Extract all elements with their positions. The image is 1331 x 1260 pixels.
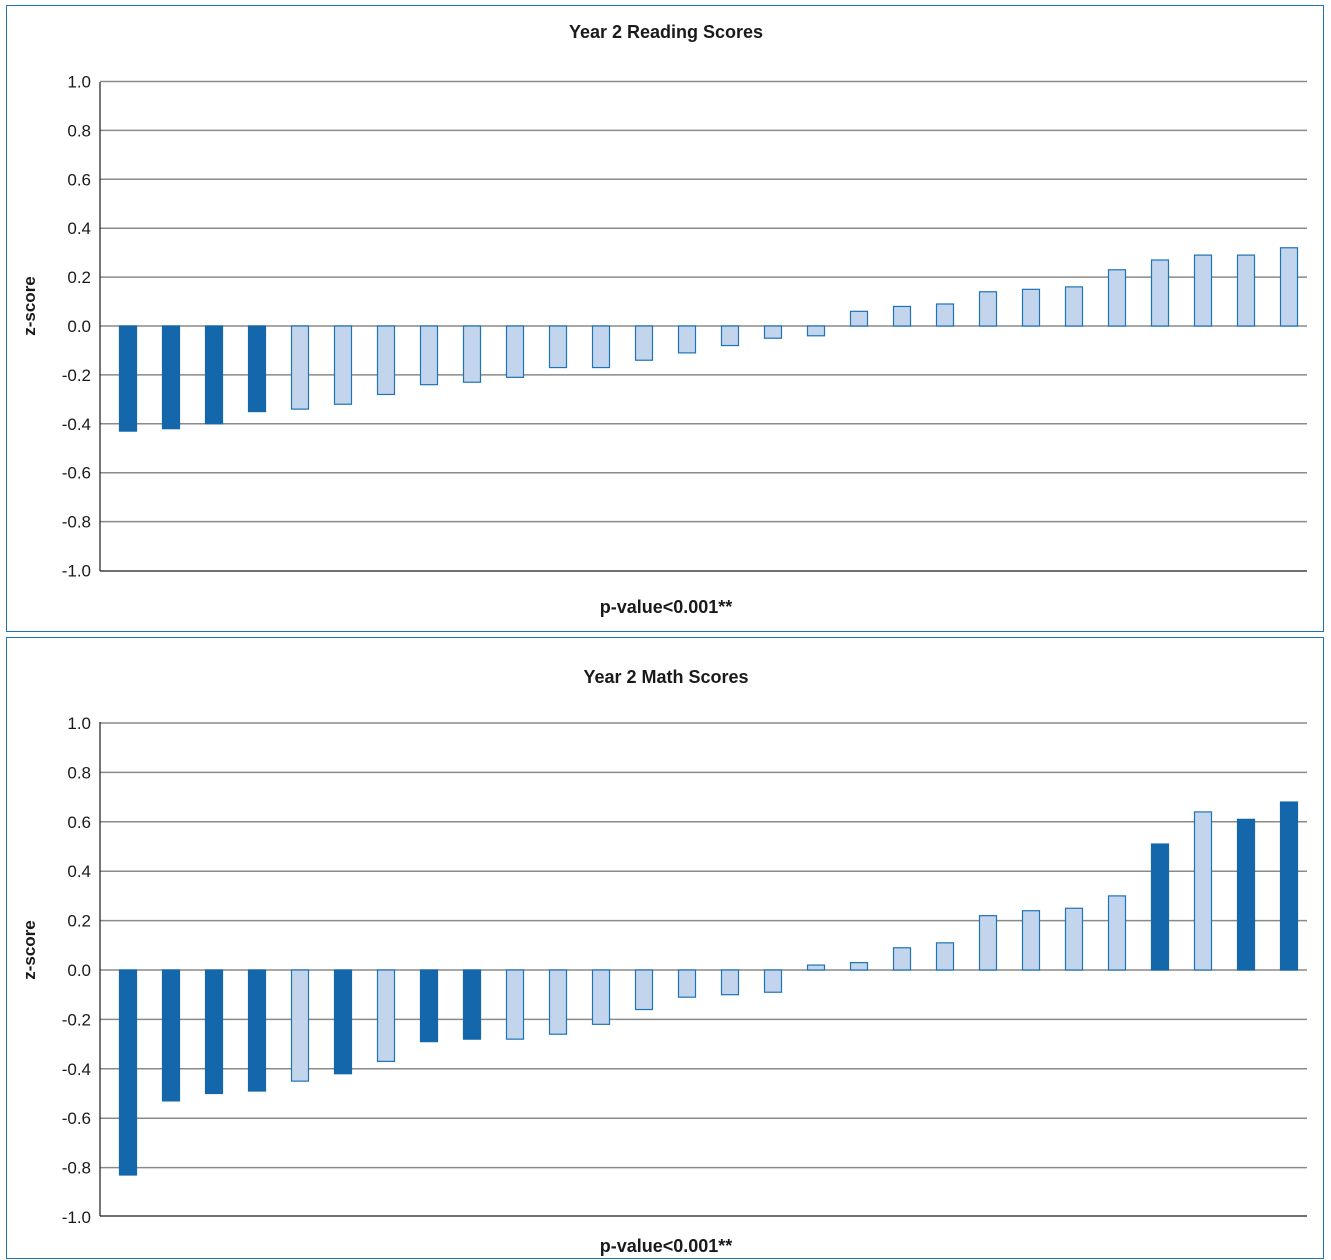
bar: [118, 325, 138, 432]
y-tick-label: 0.6: [67, 170, 91, 189]
bar: [806, 325, 826, 337]
y-tick-label: -0.6: [62, 464, 91, 483]
bar: [376, 969, 396, 1062]
bar: [247, 325, 267, 413]
bar: [1279, 247, 1299, 327]
bar: [462, 969, 482, 1040]
bar: [677, 969, 697, 998]
bar: [1236, 254, 1256, 327]
math-chart-panel: Year 2 Math Scores z-score p-value<0.001…: [6, 637, 1324, 1259]
y-tick-label: 0.2: [67, 912, 91, 931]
y-tick-label: -0.8: [62, 513, 91, 532]
x-axis-label: p-value<0.001**: [600, 597, 733, 617]
bar: [462, 325, 482, 383]
y-tick-label: -0.4: [62, 1060, 91, 1079]
axes: [99, 82, 1307, 572]
y-tick-label: 0.4: [67, 219, 91, 238]
y-tick-label: 0.8: [67, 763, 91, 782]
bar: [247, 969, 267, 1092]
bar: [806, 964, 826, 971]
y-tick-label: 0.8: [67, 121, 91, 140]
math-chart: Year 2 Math Scores z-score p-value<0.001…: [20, 667, 1307, 1256]
bar: [1279, 801, 1299, 971]
bar: [333, 969, 353, 1075]
bar: [161, 969, 181, 1102]
bar: [1193, 811, 1213, 971]
bar: [935, 303, 955, 327]
bar: [1236, 818, 1256, 971]
chart-title: Year 2 Reading Scores: [569, 22, 763, 42]
bar: [935, 942, 955, 971]
y-tick-label: -0.2: [62, 366, 91, 385]
bar: [505, 969, 525, 1040]
bar: [677, 325, 697, 354]
bar: [1021, 910, 1041, 971]
bar: [1150, 843, 1170, 971]
y-tick-label: 0.0: [67, 317, 91, 336]
bar: [376, 325, 396, 396]
bar: [634, 969, 654, 1011]
y-tick-label: 0.4: [67, 862, 91, 881]
bars: [118, 801, 1299, 1176]
bar: [204, 325, 224, 425]
y-tick-label: 1.0: [67, 714, 91, 733]
y-tick-label: -1.0: [62, 1208, 91, 1227]
y-tick-label: -0.8: [62, 1159, 91, 1178]
axes: [99, 722, 1307, 1217]
bar: [1064, 907, 1084, 971]
bars: [118, 247, 1299, 432]
bar: [333, 325, 353, 405]
y-tick-label: -1.0: [62, 562, 91, 581]
bar: [591, 325, 611, 369]
y-tick-label: 0.0: [67, 961, 91, 980]
bar: [849, 961, 869, 971]
bar: [763, 325, 783, 339]
bar: [978, 915, 998, 971]
bar: [204, 969, 224, 1095]
bar: [892, 947, 912, 971]
bar: [419, 969, 439, 1043]
bar: [118, 969, 138, 1176]
bar: [419, 325, 439, 386]
bar: [849, 310, 869, 327]
bar: [161, 325, 181, 430]
bar: [1021, 288, 1041, 327]
bar: [290, 325, 310, 410]
y-axis-label: z-score: [20, 276, 39, 336]
y-tick-labels: 1.0 0.8 0.6 0.4 0.2 0.0 -0.2 -0.4 -0.6 -0.8 -1.0: [62, 73, 91, 581]
bar: [548, 969, 568, 1035]
chart-title: Year 2 Math Scores: [583, 667, 748, 687]
x-axis-label: p-value<0.001**: [600, 1236, 733, 1256]
bar: [720, 969, 740, 996]
bar: [505, 325, 525, 378]
bar: [892, 305, 912, 327]
reading-chart: Year 2 Reading Scores z-score p-value<0.…: [20, 22, 1307, 617]
bar: [1064, 286, 1084, 327]
y-axis-label: z-score: [20, 920, 39, 980]
bar: [591, 969, 611, 1025]
bar: [290, 969, 310, 1082]
y-tick-labels: 1.0 0.8 0.6 0.4 0.2 0.0 -0.2 -0.4 -0.6 -0.8 -1.0: [62, 714, 91, 1227]
bar: [548, 325, 568, 369]
bar: [978, 291, 998, 327]
bar: [720, 325, 740, 347]
y-tick-label: -0.2: [62, 1010, 91, 1029]
y-tick-label: 0.6: [67, 813, 91, 832]
reading-chart-panel: Year 2 Reading Scores z-score p-value<0.…: [6, 5, 1324, 632]
y-tick-label: -0.4: [62, 415, 91, 434]
bar: [1193, 254, 1213, 327]
y-tick-label: 0.2: [67, 268, 91, 287]
bar: [1107, 895, 1127, 971]
bar: [1107, 269, 1127, 327]
y-tick-label: 1.0: [67, 73, 91, 92]
bar: [1150, 259, 1170, 327]
y-tick-label: -0.6: [62, 1109, 91, 1128]
bar: [763, 969, 783, 993]
bar: [634, 325, 654, 361]
